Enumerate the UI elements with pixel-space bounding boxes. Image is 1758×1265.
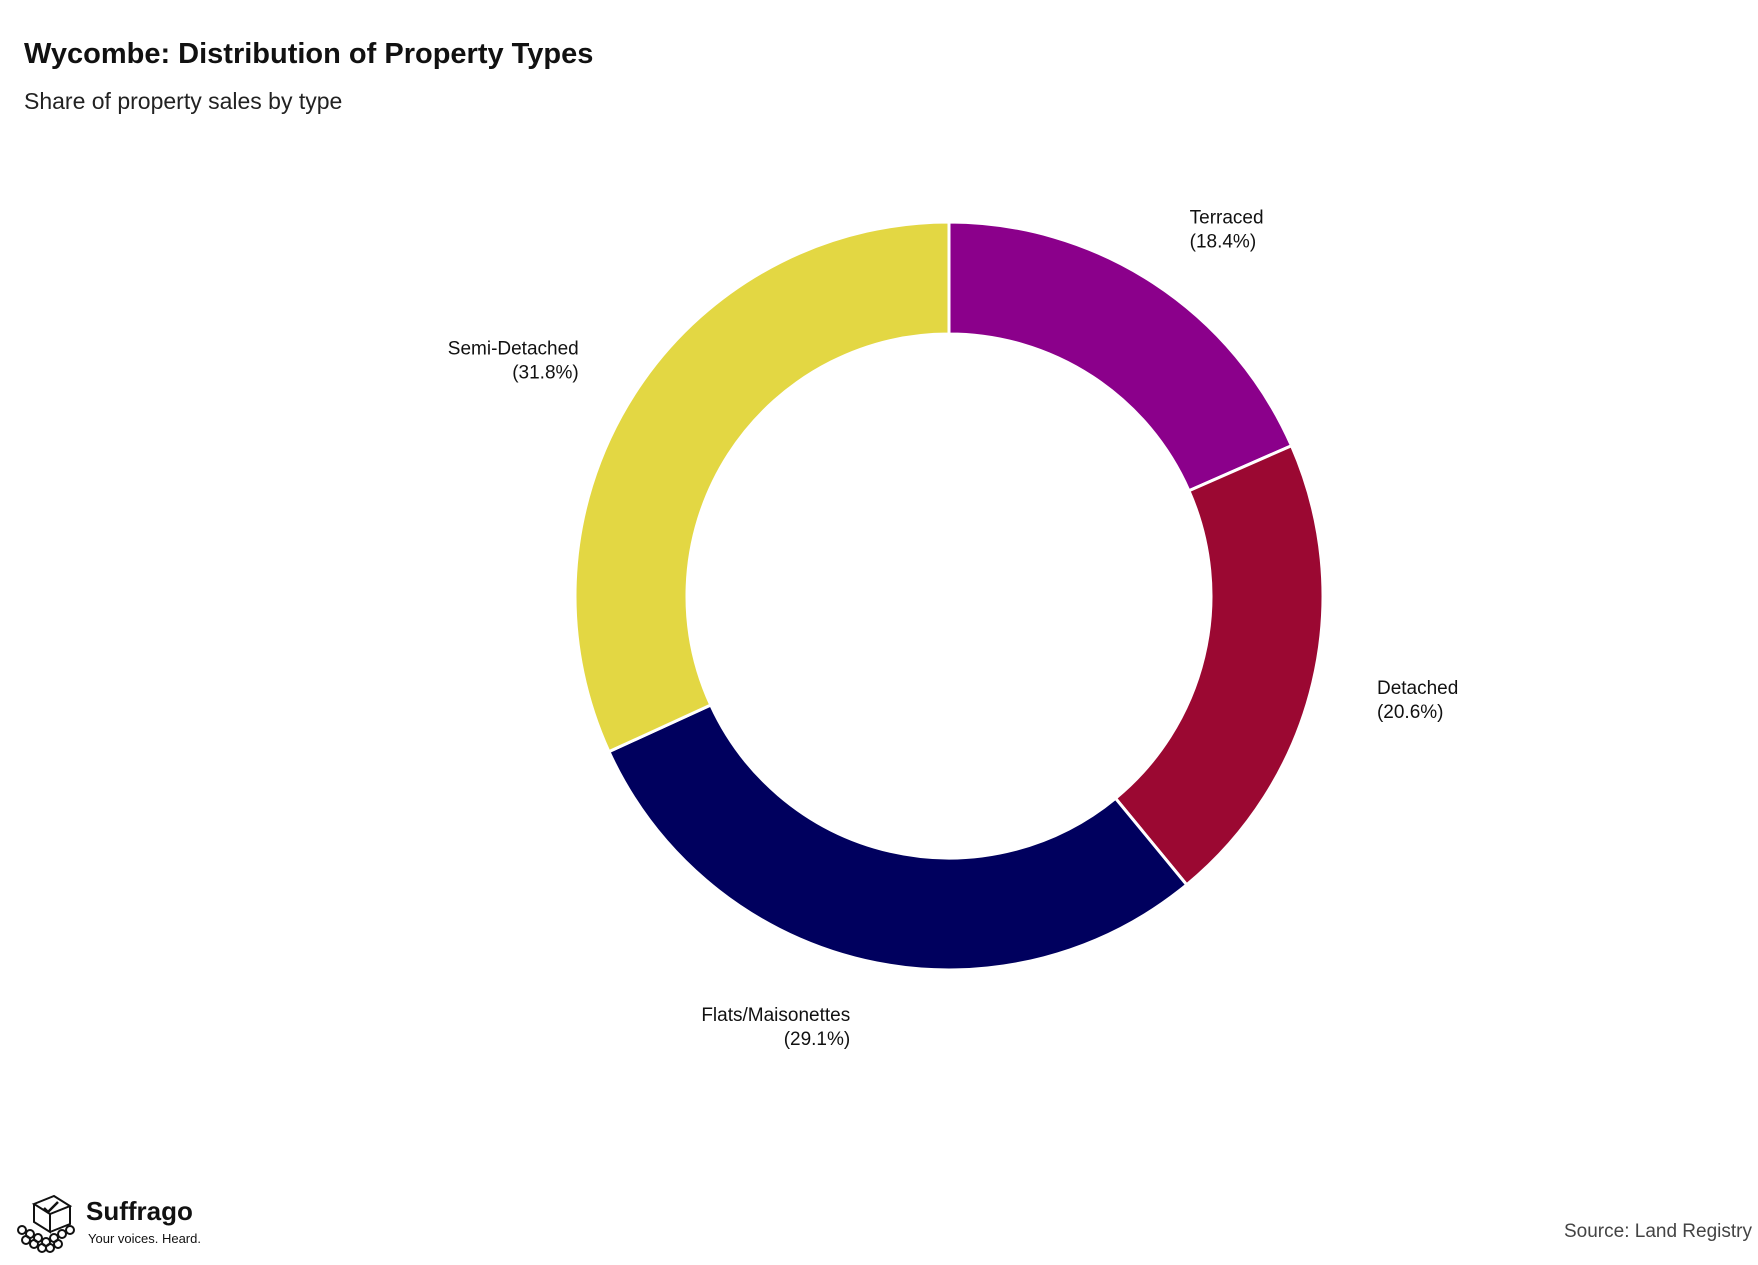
slice-percent: (31.8%) bbox=[512, 362, 579, 383]
chart-subtitle: Share of property sales by type bbox=[24, 88, 343, 114]
slice-label-semi-detached: Semi-Detached (31.8%) bbox=[448, 338, 579, 383]
slice-percent: (20.6%) bbox=[1377, 702, 1444, 723]
slice-percent: (18.4%) bbox=[1190, 232, 1257, 253]
chart-title: Wycombe: Distribution of Property Types bbox=[24, 38, 594, 70]
slice-name: Detached bbox=[1377, 678, 1458, 699]
slice-name: Flats/Maisonettes bbox=[701, 1005, 850, 1026]
brand-tagline: Your voices. Heard. bbox=[88, 1231, 201, 1246]
slice-detached bbox=[1113, 443, 1325, 887]
slice-flats-maisonettes bbox=[606, 703, 1189, 972]
slice-percent: (29.1%) bbox=[784, 1029, 851, 1050]
ballot-box-icon bbox=[17, 1194, 75, 1253]
slice-label-detached: Detached (20.6%) bbox=[1377, 678, 1458, 723]
brand-name: Suffrago bbox=[86, 1196, 193, 1226]
slices-layer bbox=[573, 220, 1325, 972]
slice-label-terraced: Terraced (18.4%) bbox=[1190, 208, 1264, 253]
slice-name: Terraced bbox=[1190, 208, 1264, 229]
slice-label-flats-maisonettes: Flats/Maisonettes (29.1%) bbox=[701, 1005, 850, 1050]
labels-layer: Terraced (18.4%) Detached (20.6%) Flats/Mais… bbox=[448, 208, 1459, 1050]
slice-semi-detached bbox=[573, 220, 951, 754]
source-note: Source: Land Registry bbox=[1564, 1221, 1752, 1242]
slice-name: Semi-Detached bbox=[448, 338, 579, 359]
brand-logo: Suffrago Your voices. Heard. bbox=[14, 1192, 214, 1253]
slice-terraced bbox=[947, 220, 1294, 493]
